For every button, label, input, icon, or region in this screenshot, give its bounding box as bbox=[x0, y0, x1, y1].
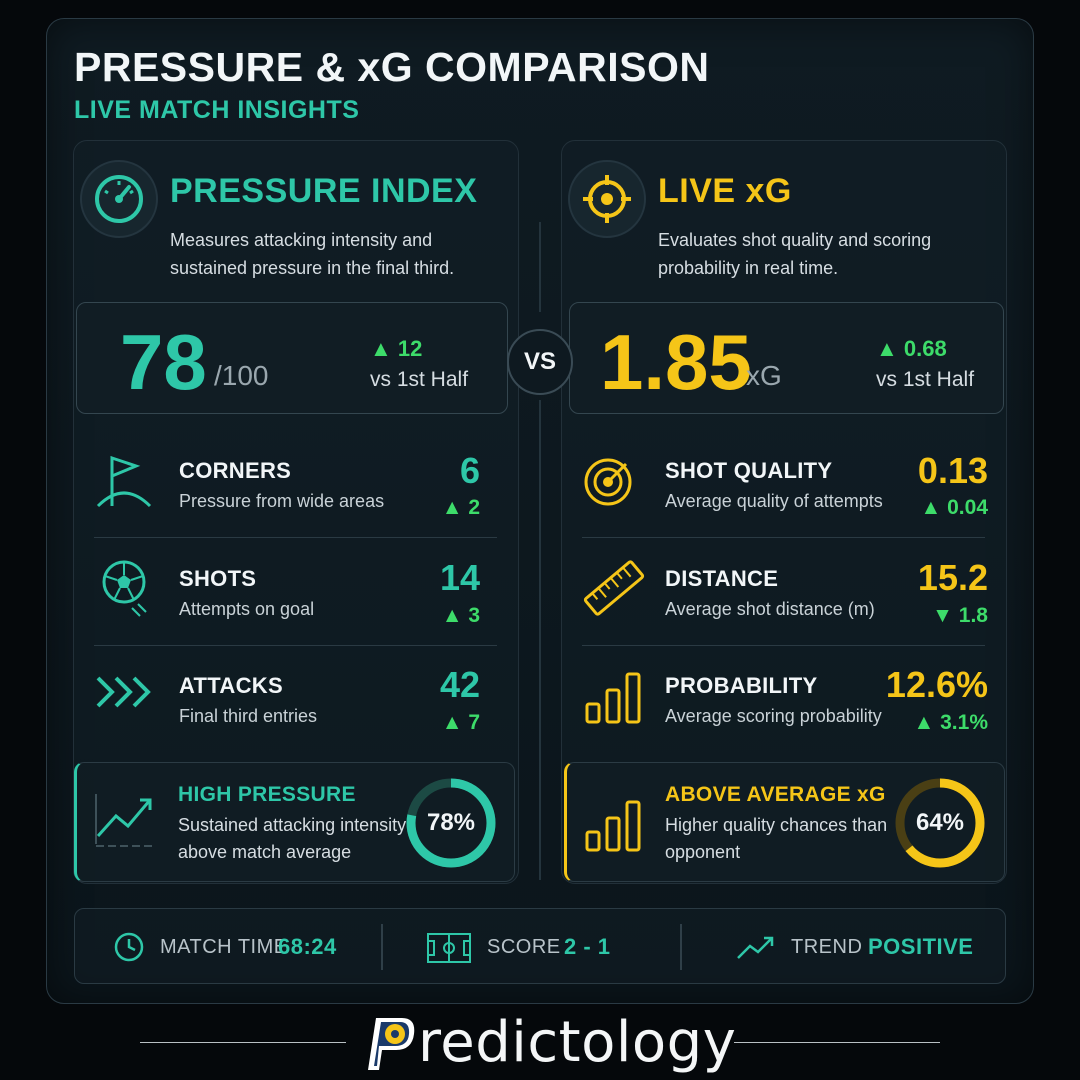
brand-rule-left bbox=[140, 1042, 346, 1043]
shot-quality-value: 0.13 bbox=[917, 450, 988, 491]
xg-unit: xG bbox=[746, 360, 782, 391]
match-time-value: 68:24 bbox=[278, 934, 337, 959]
brand-name: redictology bbox=[418, 1009, 737, 1075]
xg-delta-label: vs 1st Half bbox=[876, 368, 975, 391]
row-divider bbox=[94, 645, 497, 646]
probability-delta: ▲ 3.1% bbox=[913, 711, 989, 734]
xg-value: 1.85 bbox=[600, 318, 752, 406]
xg-ring-progress bbox=[895, 778, 985, 868]
pressure-score-box bbox=[76, 302, 508, 414]
shots-desc: Attempts on goal bbox=[179, 599, 315, 619]
up-arrow-icon: ▲ bbox=[913, 711, 941, 734]
pressure-panel bbox=[73, 140, 519, 884]
corners-value: 6 bbox=[459, 450, 480, 491]
shot-quality-desc: Average quality of attempts bbox=[665, 491, 883, 511]
pressure-title: PRESSURE INDEX bbox=[170, 172, 478, 210]
speedometer-icon bbox=[80, 160, 158, 238]
corner-flag-icon bbox=[94, 450, 158, 514]
footer-divider bbox=[680, 924, 682, 970]
shot-quality-delta: ▲ 0.04 bbox=[920, 496, 989, 519]
distance-title: DISTANCE bbox=[665, 566, 779, 591]
up-arrow-icon: ▲ bbox=[920, 496, 948, 519]
pressure-ring bbox=[406, 778, 496, 868]
pressure-ring-label: 78% bbox=[426, 809, 476, 836]
score-value: 2 - 1 bbox=[564, 934, 611, 959]
pitch-icon bbox=[426, 932, 472, 964]
center-divider-top bbox=[539, 222, 541, 312]
high-pressure-title: HIGH PRESSURE bbox=[178, 783, 356, 806]
up-arrow-icon: ▲ bbox=[876, 336, 898, 361]
row-divider bbox=[94, 537, 497, 538]
trend-value: POSITIVE bbox=[868, 934, 974, 959]
brand-rule-right bbox=[734, 1042, 940, 1043]
attacks-delta: ▲ 7 bbox=[441, 711, 480, 734]
page-title: PRESSURE & xG COMPARISON bbox=[74, 44, 710, 90]
above-average-title: ABOVE AVERAGE xG bbox=[665, 783, 886, 806]
chevrons-right-icon bbox=[94, 660, 158, 724]
up-arrow-icon: ▲ bbox=[441, 496, 469, 519]
xg-title: LIVE xG bbox=[658, 172, 792, 210]
pressure-value: 78 bbox=[120, 318, 207, 406]
score-label: SCORE bbox=[487, 936, 561, 958]
probability-value: 12.6% bbox=[885, 664, 988, 705]
high-pressure-desc: Sustained attacking intensity above matc… bbox=[178, 815, 407, 862]
pressure-delta-label: vs 1st Half bbox=[370, 368, 469, 391]
up-arrow-icon: ▲ bbox=[441, 711, 469, 734]
match-status-bar bbox=[74, 908, 1006, 984]
target-icon bbox=[582, 450, 646, 514]
trend-up-icon bbox=[736, 932, 776, 964]
xg-ring-label: 64% bbox=[915, 809, 965, 836]
probability-title: PROBABILITY bbox=[665, 673, 818, 698]
pressure-ring-progress bbox=[406, 778, 496, 868]
attacks-value: 42 bbox=[439, 664, 480, 705]
xg-score-box bbox=[569, 302, 1004, 414]
attacks-desc: Final third entries bbox=[179, 706, 318, 726]
pressure-delta: ▲ 12 bbox=[370, 336, 423, 361]
shots-title: SHOTS bbox=[179, 566, 257, 591]
corners-delta: ▲ 2 bbox=[441, 496, 480, 519]
up-arrow-icon: ▲ bbox=[370, 336, 392, 361]
xg-description: Evaluates shot quality and scoring proba… bbox=[658, 230, 932, 278]
down-arrow-icon: ▼ bbox=[932, 604, 959, 627]
vs-badge: VS bbox=[507, 329, 573, 395]
bar-chart-icon bbox=[582, 664, 646, 728]
xg-delta: ▲ 0.68 bbox=[876, 336, 947, 361]
probability-desc: Average scoring probability bbox=[665, 706, 882, 726]
corners-desc: Pressure from wide areas bbox=[179, 491, 385, 511]
ruler-icon bbox=[582, 556, 646, 620]
distance-delta: ▼ 1.8 bbox=[932, 604, 988, 627]
bar-chart-icon bbox=[582, 792, 646, 856]
brand-logo: redictology bbox=[362, 1009, 737, 1075]
corners-title: CORNERS bbox=[179, 458, 292, 483]
center-divider-bottom bbox=[539, 400, 541, 880]
distance-value: 15.2 bbox=[917, 557, 988, 598]
row-divider bbox=[582, 537, 985, 538]
row-divider bbox=[582, 645, 985, 646]
trend-label: TREND bbox=[791, 936, 863, 958]
xg-ring bbox=[895, 778, 985, 868]
predictology-logo-icon bbox=[368, 1018, 415, 1070]
soccer-ball-icon bbox=[94, 556, 158, 620]
shot-quality-title: SHOT QUALITY bbox=[665, 458, 833, 483]
footer-divider bbox=[381, 924, 383, 970]
distance-desc: Average shot distance (m) bbox=[665, 599, 875, 619]
crosshair-icon bbox=[568, 160, 646, 238]
trend-chart-icon bbox=[92, 790, 156, 854]
attacks-title: ATTACKS bbox=[179, 673, 283, 698]
pressure-unit: /100 bbox=[214, 360, 269, 391]
up-arrow-icon: ▲ bbox=[441, 604, 469, 627]
xg-panel bbox=[561, 140, 1007, 884]
pressure-description: Measures attacking intensity and sustain… bbox=[170, 230, 455, 278]
above-average-desc: Higher quality chances than opponent bbox=[665, 815, 888, 862]
shots-delta: ▲ 3 bbox=[441, 604, 480, 627]
page-subtitle: LIVE MATCH INSIGHTS bbox=[74, 96, 360, 124]
shots-value: 14 bbox=[439, 557, 480, 598]
match-time-label: MATCH TIME bbox=[160, 936, 288, 958]
clock-icon bbox=[112, 930, 146, 964]
